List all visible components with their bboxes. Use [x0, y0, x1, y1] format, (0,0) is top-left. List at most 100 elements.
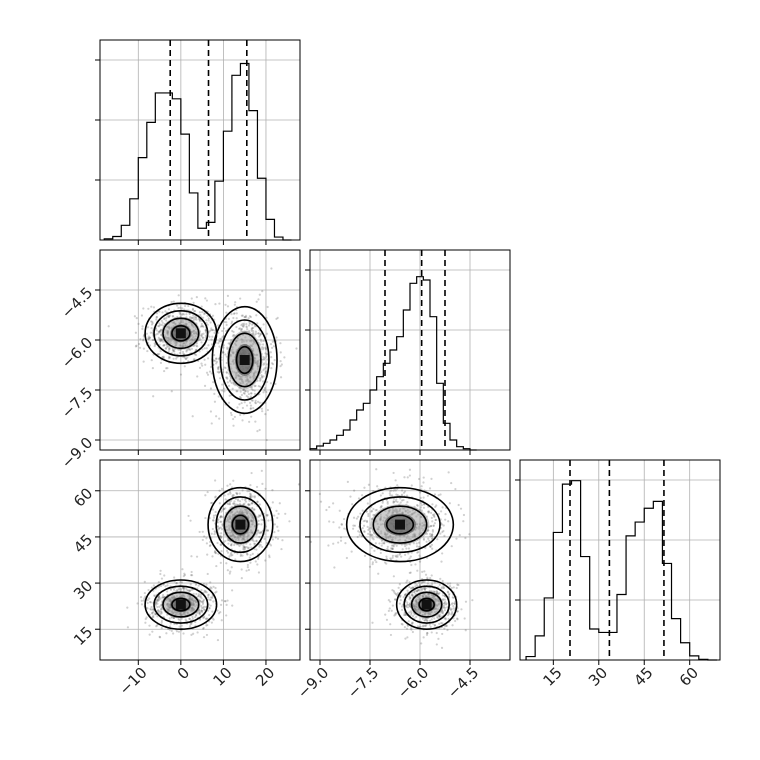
scatter-point: [434, 505, 437, 509]
scatter-point: [436, 590, 439, 594]
scatter-point: [404, 545, 407, 548]
scatter-point: [339, 536, 343, 539]
contour-line: [235, 345, 254, 375]
scatter-point: [422, 624, 425, 627]
scatter-point: [262, 323, 265, 326]
histogram-step: [103, 62, 292, 241]
scatter-point: [230, 544, 233, 547]
scatter-point: [250, 328, 253, 331]
scatter-point: [230, 554, 233, 557]
scatter-point: [459, 507, 463, 510]
scatter-point: [245, 316, 248, 319]
scatter-point: [264, 487, 267, 490]
scatter-point: [212, 516, 216, 519]
scatter-point: [246, 390, 249, 393]
scatter-point: [430, 537, 434, 540]
scatter-point: [160, 319, 163, 322]
scatter-point: [156, 605, 159, 609]
scatter-point: [279, 351, 282, 354]
scatter-point: [240, 328, 243, 331]
scatter-point: [252, 331, 255, 335]
scatter-point: [135, 344, 138, 347]
scatter-point: [242, 389, 245, 392]
scatter-point: [189, 519, 192, 522]
scatter-point: [207, 317, 210, 320]
scatter-point: [182, 575, 185, 578]
scatter-point: [440, 611, 444, 614]
scatter-point: [168, 625, 172, 628]
scatter-point: [248, 420, 251, 423]
scatter-point: [218, 526, 221, 530]
scatter-point: [257, 385, 260, 388]
scatter-point: [170, 616, 174, 619]
scatter-point: [257, 514, 261, 517]
scatter-point: [141, 327, 144, 330]
scatter-point: [233, 543, 236, 547]
scatter-point: [159, 337, 163, 341]
scatter-point: [142, 599, 146, 602]
contour-line: [207, 486, 274, 563]
scatter-point: [208, 607, 211, 610]
scatter-point: [219, 337, 222, 340]
scatter-point: [202, 336, 205, 339]
scatter-point: [220, 550, 223, 553]
scatter-point: [236, 390, 239, 393]
scatter-point: [263, 388, 266, 391]
scatter-point: [276, 537, 280, 540]
scatter-point: [403, 625, 406, 629]
scatter-point: [140, 603, 144, 606]
scatter-point: [210, 327, 213, 330]
scatter-point: [388, 492, 391, 495]
scatter-point: [189, 348, 192, 351]
scatter-point: [261, 348, 265, 351]
scatter-point: [197, 584, 200, 587]
scatter-point: [429, 545, 432, 548]
scatter-point: [240, 327, 243, 331]
scatter-point: [238, 500, 242, 503]
scatter-point: [416, 589, 419, 592]
scatter-point: [249, 561, 252, 564]
scatter-point: [219, 515, 223, 518]
scatter-point: [224, 498, 227, 501]
scatter-point: [241, 322, 244, 326]
scatter-point: [163, 574, 166, 577]
scatter-point: [175, 581, 178, 585]
scatter-point: [423, 588, 427, 592]
scatter-point: [213, 549, 217, 553]
scatter-point: [213, 331, 216, 334]
scatter-point: [397, 586, 400, 589]
scatter-point: [420, 582, 423, 585]
scatter-point: [258, 428, 261, 432]
scatter-point: [157, 610, 160, 613]
scatter-point: [233, 503, 236, 506]
scatter-point: [191, 615, 194, 619]
scatter-point: [400, 605, 404, 608]
scatter-point: [208, 598, 211, 601]
scatter-point: [252, 540, 255, 543]
scatter-point: [226, 346, 229, 349]
scatter-point: [271, 340, 274, 343]
scatter-point: [203, 615, 206, 618]
scatter-point: [193, 318, 196, 321]
scatter-point: [160, 323, 163, 326]
scatter-point: [310, 540, 313, 543]
scatter-point: [404, 637, 407, 640]
scatter-point: [369, 534, 373, 537]
scatter-point: [430, 535, 434, 538]
scatter-point: [221, 509, 224, 512]
density-peak: [421, 599, 432, 610]
scatter-point: [235, 491, 238, 495]
scatter-point: [185, 357, 188, 360]
panel-frame: [99, 249, 301, 451]
scatter-point: [178, 351, 181, 355]
scatter-point: [365, 510, 368, 513]
scatter-point: [260, 530, 263, 534]
scatter-point: [415, 590, 419, 593]
scatter-point: [332, 502, 335, 505]
scatter-point: [417, 545, 421, 548]
scatter-point: [215, 590, 218, 593]
scatter-point: [199, 593, 202, 596]
scatter-point: [204, 605, 207, 609]
scatter-point: [180, 313, 184, 316]
scatter-point: [203, 589, 206, 593]
